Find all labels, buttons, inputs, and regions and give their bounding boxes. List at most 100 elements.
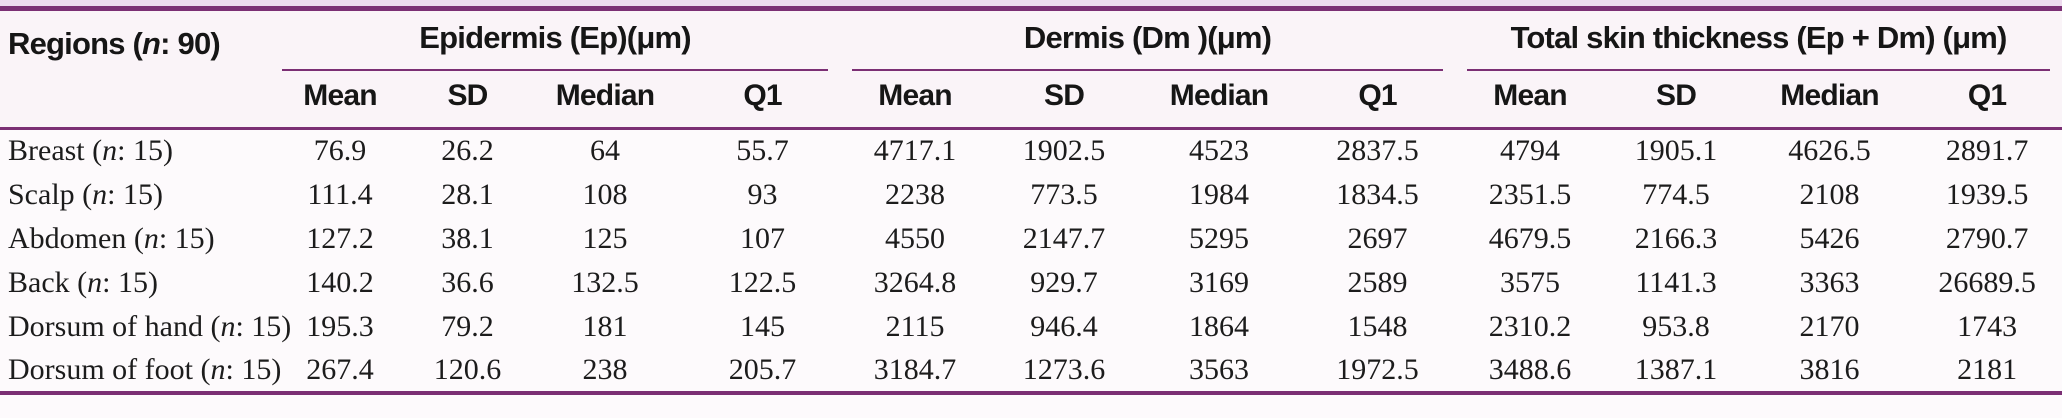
value-cell: 5426: [1747, 216, 1913, 261]
stat-header-g1-sd: SD: [410, 70, 525, 130]
stat-header-g2-sd: SD: [990, 70, 1139, 130]
table-row: Back (n: 15) 140.2 36.6 132.5 122.5 3264.8 929…: [0, 260, 2062, 305]
value-cell: 107: [685, 216, 841, 261]
stat-header-g1-median: Median: [525, 70, 685, 130]
value-cell: 3488.6: [1455, 348, 1606, 395]
value-cell: 2589: [1300, 260, 1456, 305]
value-cell: 2790.7: [1912, 216, 2062, 261]
region-label: Dorsum of hand (: [8, 309, 221, 343]
region-cell: Dorsum of hand (n: 15): [0, 304, 291, 349]
region-label: Back (: [8, 265, 88, 299]
region-label: Abdomen (: [8, 221, 144, 255]
regions-header-pre: Regions (: [8, 26, 143, 61]
value-cell: 2147.7: [990, 216, 1139, 261]
region-n: n: [87, 265, 103, 299]
value-cell: 774.5: [1605, 172, 1748, 217]
value-cell: 2166.3: [1605, 216, 1748, 261]
value-cell: 2837.5: [1300, 128, 1456, 173]
value-cell: 2351.5: [1455, 172, 1606, 217]
group-header-3: Total skin thickness (Ep + Dm) (μm): [1455, 9, 2062, 71]
region-label: Scalp (: [8, 177, 93, 211]
value-cell: 127.2: [270, 216, 410, 261]
value-cell: 76.9: [270, 128, 410, 173]
region-count: : 15): [102, 265, 158, 299]
region-cell: Breast (n: 15): [0, 128, 270, 173]
value-cell: 3816: [1747, 348, 1913, 395]
value-cell: 1141.3: [1605, 260, 1748, 305]
value-cell: 929.7: [990, 260, 1139, 305]
value-cell: 1972.5: [1300, 348, 1456, 395]
regions-header: Regions (n: 90): [0, 8, 270, 130]
value-cell: 132.5: [525, 260, 685, 305]
region-count: : 15): [225, 352, 282, 386]
value-cell: 120.6: [410, 348, 525, 395]
value-cell: 3363: [1747, 260, 1913, 305]
value-cell: 267.4: [270, 348, 410, 395]
stat-header-g3-median: Median: [1747, 70, 1913, 130]
value-cell: 1834.5: [1300, 172, 1456, 217]
value-cell: 3184.7: [840, 348, 991, 395]
value-cell: 36.6: [410, 260, 525, 305]
regions-header-n: n: [142, 26, 161, 61]
value-cell: 2310.2: [1455, 304, 1606, 349]
table-body: Breast (n: 15) 76.9 26.2 64 55.7 4717.1 1902.5…: [0, 128, 2062, 395]
value-cell: 26.2: [410, 128, 525, 173]
value-cell: 28.1: [410, 172, 525, 217]
top-strip: [0, 0, 2062, 6]
value-cell: 1548: [1300, 304, 1456, 349]
stat-header-g2-q1: Q1: [1300, 70, 1456, 130]
value-cell: 125: [525, 216, 685, 261]
value-cell: 38.1: [410, 216, 525, 261]
header-row-groups: Regions (n: 90) Epidermis (Ep)(μm) Dermis…: [0, 8, 2062, 130]
group-header-1: Epidermis (Ep)(μm): [270, 9, 840, 71]
region-n: n: [92, 177, 108, 211]
region-n: n: [220, 309, 236, 343]
stat-header-g1-q1: Q1: [685, 70, 841, 130]
value-cell: 26689.5: [1912, 260, 2062, 305]
value-cell: 5295: [1138, 216, 1301, 261]
value-cell: 773.5: [990, 172, 1139, 217]
table-row: Dorsum of foot (n: 15) 267.4 120.6 238 205.7…: [0, 348, 2062, 395]
value-cell: 205.7: [685, 348, 841, 395]
value-cell: 1864: [1138, 304, 1301, 349]
value-cell: 4550: [840, 216, 991, 261]
value-cell: 1984: [1138, 172, 1301, 217]
region-count: : 15): [107, 177, 163, 211]
value-cell: 3264.8: [840, 260, 991, 305]
table-figure: Regions (n: 90) Epidermis (Ep)(μm) Dermis…: [0, 0, 2062, 395]
value-cell: 4717.1: [840, 128, 991, 173]
value-cell: 4626.5: [1747, 128, 1913, 173]
group-header-2: Dermis (Dm )(μm): [840, 9, 1455, 71]
table-row: Abdomen (n: 15) 127.2 38.1 125 107 4550 2147.7…: [0, 216, 2062, 261]
value-cell: 1743: [1912, 304, 2062, 349]
value-cell: 108: [525, 172, 685, 217]
value-cell: 3563: [1138, 348, 1301, 395]
value-cell: 2697: [1300, 216, 1456, 261]
value-cell: 79.2: [410, 304, 525, 349]
value-cell: 953.8: [1605, 304, 1748, 349]
value-cell: 64: [525, 128, 685, 173]
value-cell: 1905.1: [1605, 128, 1748, 173]
table-row: Breast (n: 15) 76.9 26.2 64 55.7 4717.1 1902.5…: [0, 128, 2062, 173]
value-cell: 195.3: [270, 304, 410, 349]
value-cell: 946.4: [990, 304, 1139, 349]
value-cell: 2170: [1747, 304, 1913, 349]
value-cell: 140.2: [270, 260, 410, 305]
stat-header-g3-sd: SD: [1605, 70, 1748, 130]
region-n: n: [102, 134, 118, 168]
header-row-stats: Mean SD Median Q1 Mean SD Median Q1 Mean SD Median…: [0, 70, 2062, 130]
region-cell: Scalp (n: 15): [0, 172, 270, 217]
value-cell: 4679.5: [1455, 216, 1606, 261]
region-label: Dorsum of foot (: [8, 352, 211, 386]
value-cell: 2115: [840, 304, 991, 349]
stat-header-g2-median: Median: [1138, 70, 1301, 130]
value-cell: 2891.7: [1912, 128, 2062, 173]
region-cell: Abdomen (n: 15): [0, 216, 270, 261]
region-count: : 15): [158, 221, 215, 255]
region-count: : 15): [235, 309, 292, 343]
value-cell: 2181: [1912, 348, 2062, 395]
stat-header-g2-mean: Mean: [840, 70, 991, 130]
value-cell: 2238: [840, 172, 991, 217]
value-cell: 4523: [1138, 128, 1301, 173]
region-cell: Dorsum of foot (n: 15): [0, 348, 281, 395]
